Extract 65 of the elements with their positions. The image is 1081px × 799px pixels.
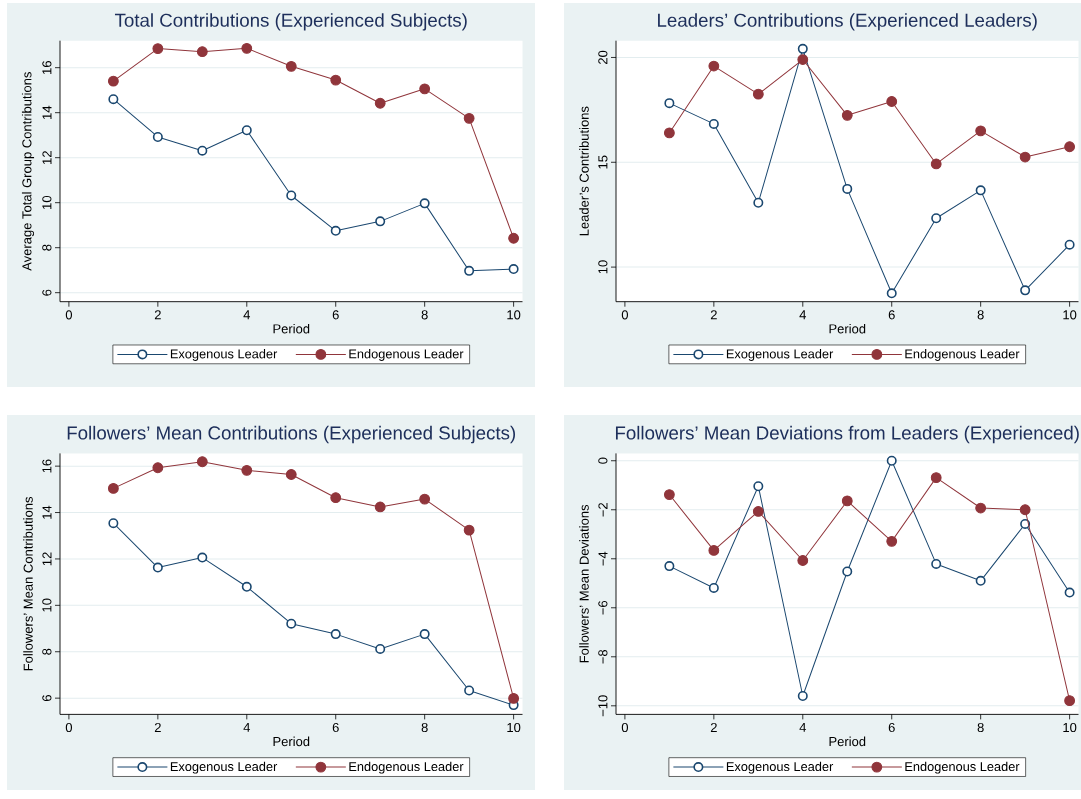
x-tick-label: 0 — [621, 722, 629, 733]
y-tick-label: −8 — [598, 649, 608, 664]
chart-title: Followers’ Mean Contributions (Experienced Subjects) — [67, 425, 516, 444]
legend-label: Exogenous Leader — [170, 349, 278, 361]
x-tick-label: 0 — [621, 310, 629, 320]
y-axis-title: Leader’s Contributions — [579, 106, 589, 236]
y-tick-label: 12 — [42, 552, 52, 566]
x-tick-label: 6 — [888, 310, 895, 320]
legend-label: Exogenous Leader — [726, 349, 834, 361]
y-tick-label: −6 — [598, 600, 608, 615]
x-tick-label: 8 — [421, 310, 428, 320]
y-axis-title: Followers’ Mean Deviations — [579, 504, 589, 663]
y-tick-label: 6 — [42, 289, 52, 296]
x-tick-label: 4 — [799, 310, 807, 320]
legend-label: Endogenous Leader — [905, 761, 1020, 774]
x-axis-title: Period — [273, 323, 310, 334]
x-axis-title: Period — [273, 736, 310, 747]
chart-title: Total Contributions (Experienced Subjects) — [114, 13, 467, 31]
x-axis-title: Period — [829, 736, 866, 747]
y-tick-label: 12 — [42, 151, 52, 164]
x-tick-label: 6 — [888, 722, 895, 733]
legend-label: Endogenous Leader — [905, 349, 1020, 361]
y-tick-label: 10 — [42, 598, 52, 612]
x-tick-label: 2 — [710, 722, 717, 732]
y-tick-label: 10 — [598, 260, 608, 274]
y-tick-label: 0 — [598, 457, 608, 464]
x-axis-title: Period — [829, 323, 866, 334]
x-tick-label: 2 — [710, 310, 717, 320]
x-tick-label: 0 — [65, 310, 73, 320]
y-axis-title: Followers’ Mean Contributions — [23, 496, 33, 671]
y-axis-title: Average Total Group Contributions — [21, 72, 35, 271]
y-tick-label: 8 — [42, 648, 52, 655]
y-tick-label: 16 — [42, 61, 52, 74]
x-tick-label: 8 — [977, 722, 984, 733]
legend-label: Exogenous Leader — [170, 761, 278, 774]
y-tick-label: 8 — [42, 244, 52, 251]
x-tick-label: 10 — [507, 722, 521, 733]
y-tick-label: −10 — [598, 695, 608, 717]
y-tick-label: 6 — [42, 695, 52, 702]
x-tick-label: 6 — [332, 310, 339, 320]
y-tick-label: 14 — [42, 105, 52, 119]
y-tick-label: 20 — [598, 50, 608, 65]
y-tick-label: 14 — [42, 505, 52, 519]
x-tick-label: 4 — [243, 722, 251, 732]
y-tick-label: 10 — [42, 195, 52, 209]
x-tick-label: 2 — [154, 310, 161, 320]
x-tick-label: 0 — [65, 722, 73, 733]
chart-title: Followers’ Mean Deviations from Leaders (Experienced) — [615, 425, 1079, 444]
x-tick-label: 4 — [799, 722, 807, 732]
chart-title: Leaders’ Contributions (Experienced Leaders) — [658, 13, 1037, 31]
y-tick-label: −2 — [598, 503, 608, 517]
y-tick-label: 16 — [42, 459, 52, 473]
x-tick-label: 10 — [1063, 722, 1077, 733]
legend-label: Exogenous Leader — [726, 761, 834, 774]
x-tick-label: 10 — [507, 310, 521, 320]
x-tick-label: 10 — [1063, 310, 1077, 320]
x-tick-label: 4 — [243, 310, 251, 320]
legend-label: Endogenous Leader — [349, 761, 464, 774]
x-tick-label: 6 — [332, 722, 339, 733]
x-tick-label: 2 — [154, 722, 161, 732]
x-tick-label: 8 — [977, 310, 984, 320]
y-tick-label: 15 — [598, 155, 608, 169]
y-tick-label: −4 — [598, 551, 608, 566]
legend-label: Endogenous Leader — [349, 349, 464, 361]
x-tick-label: 8 — [421, 722, 428, 733]
